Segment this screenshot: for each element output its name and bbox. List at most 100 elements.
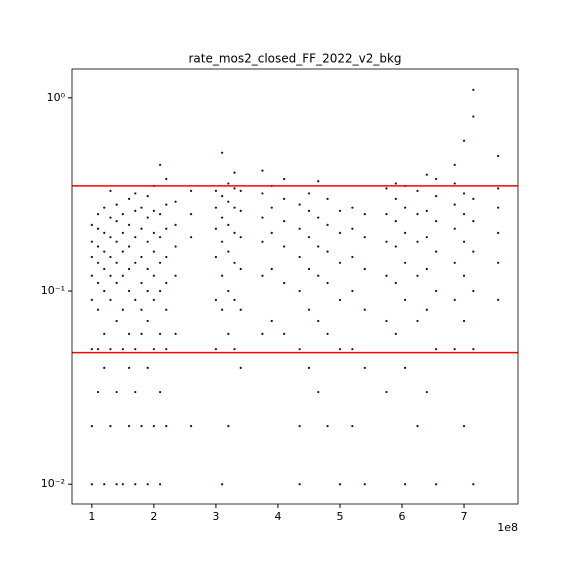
y-tick-label: 10⁻²: [41, 477, 65, 490]
point: [115, 203, 118, 206]
point: [338, 209, 342, 212]
point: [233, 348, 236, 351]
point: [338, 298, 342, 301]
point: [317, 390, 320, 394]
point: [90, 223, 93, 226]
point: [174, 245, 177, 248]
point: [221, 483, 224, 486]
point: [115, 390, 118, 394]
point: [317, 216, 320, 219]
point: [165, 227, 168, 230]
point: [103, 289, 106, 293]
y-tick-label: 10⁰: [47, 91, 66, 104]
point: [261, 240, 264, 243]
plot-frame: [71, 68, 519, 505]
point: [363, 366, 366, 370]
chart-title: rate_mos2_closed_FF_2022_v2_bkg: [188, 52, 401, 66]
point: [261, 169, 264, 172]
point: [472, 250, 475, 253]
point: [394, 245, 397, 248]
point: [189, 213, 193, 216]
point: [435, 194, 438, 198]
point: [462, 240, 466, 243]
point: [134, 483, 137, 486]
point: [385, 187, 388, 190]
point: [239, 236, 242, 239]
point: [115, 319, 118, 323]
point: [121, 483, 124, 486]
point: [140, 281, 143, 285]
point: [134, 192, 137, 195]
point: [221, 194, 224, 198]
y-tick-label: 10⁻¹: [41, 284, 65, 297]
point: [90, 298, 93, 301]
point: [227, 332, 230, 335]
point: [174, 332, 177, 335]
point: [115, 281, 118, 285]
point: [140, 227, 143, 230]
point: [298, 255, 301, 259]
point: [96, 281, 100, 285]
point: [90, 483, 93, 486]
point: [462, 139, 466, 142]
point: [307, 236, 311, 239]
point: [127, 245, 131, 248]
point: [472, 289, 475, 293]
point: [127, 424, 131, 428]
point: [416, 424, 419, 428]
point: [385, 213, 388, 216]
point: [326, 197, 329, 200]
point: [146, 216, 149, 219]
point: [227, 200, 230, 203]
point: [140, 424, 143, 428]
point: [472, 197, 475, 200]
point: [270, 267, 273, 271]
x-tick-label: 1: [88, 510, 95, 523]
point: [317, 319, 320, 323]
point: [233, 261, 236, 264]
point: [326, 332, 329, 335]
point: [221, 274, 224, 277]
x-tick-label: 2: [150, 510, 157, 523]
point: [462, 424, 466, 428]
point: [338, 231, 342, 234]
x-offset-label: 1e8: [497, 521, 518, 534]
point: [283, 177, 286, 181]
point: [134, 390, 137, 394]
point: [472, 115, 475, 118]
point: [214, 227, 218, 230]
point: [338, 348, 342, 351]
point: [146, 319, 149, 323]
point: [497, 206, 500, 209]
point: [298, 203, 301, 206]
point: [425, 308, 428, 311]
point: [96, 227, 100, 230]
point: [146, 194, 149, 198]
point: [115, 220, 118, 223]
point: [115, 240, 118, 243]
point: [103, 250, 106, 253]
point: [134, 209, 137, 212]
point: [127, 223, 131, 226]
point: [363, 267, 366, 271]
point: [127, 289, 131, 293]
point: [103, 483, 106, 486]
point: [239, 189, 242, 192]
point: [270, 206, 273, 209]
point: [363, 213, 366, 216]
x-tick-label: 3: [212, 510, 219, 523]
point: [158, 390, 162, 394]
point: [121, 231, 124, 234]
point: [317, 274, 320, 277]
point: [472, 483, 475, 486]
point: [462, 274, 466, 277]
point: [453, 261, 456, 264]
point: [261, 332, 264, 335]
point: [214, 348, 218, 351]
point: [317, 245, 320, 248]
point: [109, 216, 112, 219]
point: [239, 308, 242, 311]
point: [96, 308, 100, 311]
point: [416, 319, 419, 323]
